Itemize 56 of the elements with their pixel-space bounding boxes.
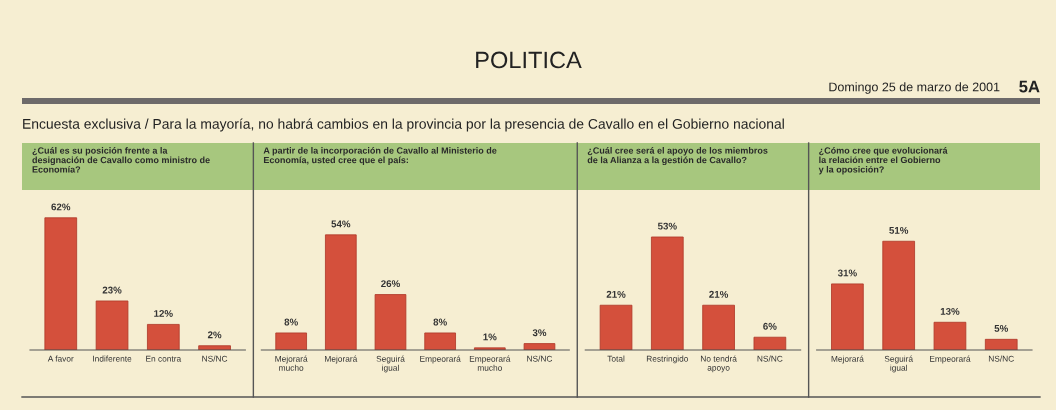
data-label: 31% — [837, 269, 857, 277]
bar — [325, 234, 357, 350]
chart-title: A partir de la incorporación de Cavallo al Ministerio de Economía, usted cree que el país: — [263, 147, 497, 165]
x-tick-label: Seguirá igual — [376, 355, 405, 373]
x-tick-label: Seguirá igual — [884, 355, 914, 373]
x-tick-label: No tendrá apoyo — [700, 355, 737, 373]
data-label: 51% — [889, 226, 909, 234]
text: Domingo 25 de marzo de 2001 — [829, 82, 1000, 94]
x-tick-label: NS/NC — [757, 355, 783, 362]
x-tick-label: Restringido — [646, 355, 689, 364]
data-label: 21% — [606, 290, 626, 298]
bar — [44, 217, 78, 350]
x-tick-label: Total — [607, 355, 625, 362]
bar — [95, 300, 129, 350]
x-tick-label: NS/NC — [527, 355, 553, 362]
bar — [147, 323, 180, 350]
data-label: 12% — [154, 310, 173, 317]
data-label: 62% — [51, 203, 71, 211]
chart-title: ¿Cuál cree será el apoyo de los miembros de la Alianza a la gestión de Cavallo? — [587, 147, 768, 166]
bar — [882, 240, 915, 350]
chart-title: ¿Cuál es su posición frente a la designación de Cavallo como ministro de Economía? — [32, 147, 210, 173]
data-label: 5% — [994, 325, 1008, 332]
data-label: 2% — [207, 331, 222, 339]
x-tick-label: Mejorará — [831, 355, 864, 364]
bar — [933, 321, 967, 350]
x-tick-label: NS/NC — [202, 355, 228, 362]
data-label: 53% — [657, 222, 677, 230]
data-label: 13% — [940, 307, 960, 315]
x-tick-label: Mejorará — [325, 355, 358, 364]
data-label: 23% — [102, 286, 122, 294]
data-label: 21% — [709, 290, 729, 298]
bar — [424, 332, 456, 350]
x-tick-label: En contra — [146, 355, 182, 362]
data-label: 54% — [331, 220, 351, 228]
bar — [374, 294, 407, 350]
data-label: 8% — [284, 318, 298, 326]
data-label: 8% — [433, 318, 447, 326]
x-tick-label: Empeorará — [420, 355, 461, 364]
data-label: 1% — [483, 333, 497, 341]
text: Encuesta exclusiva / Para la mayoría, no habrá cambios en la provincia por la presencia de Cavallo en el Gobierno nacional — [23, 118, 784, 132]
x-tick-label: Indiferente — [93, 355, 132, 362]
chart-title: ¿Cómo cree que evolucionará la relación entre el Gobierno y la oposición? — [818, 147, 948, 175]
text: POLITICA — [476, 51, 582, 69]
x-tick-label: Empeorará mucho — [469, 355, 511, 371]
bar — [523, 343, 556, 350]
data-label: 3% — [532, 329, 547, 337]
text: 5A — [1019, 80, 1040, 93]
bar — [984, 338, 1018, 350]
x-tick-label: Empeorará — [930, 355, 971, 364]
x-tick-label: A favor — [47, 355, 74, 362]
bar — [275, 332, 307, 350]
x-tick-label: NS/NC — [988, 355, 1014, 362]
data-label: 6% — [763, 322, 777, 330]
data-label: 26% — [381, 280, 400, 288]
bar — [831, 283, 864, 350]
x-tick-label: Mejorará mucho — [275, 355, 308, 371]
